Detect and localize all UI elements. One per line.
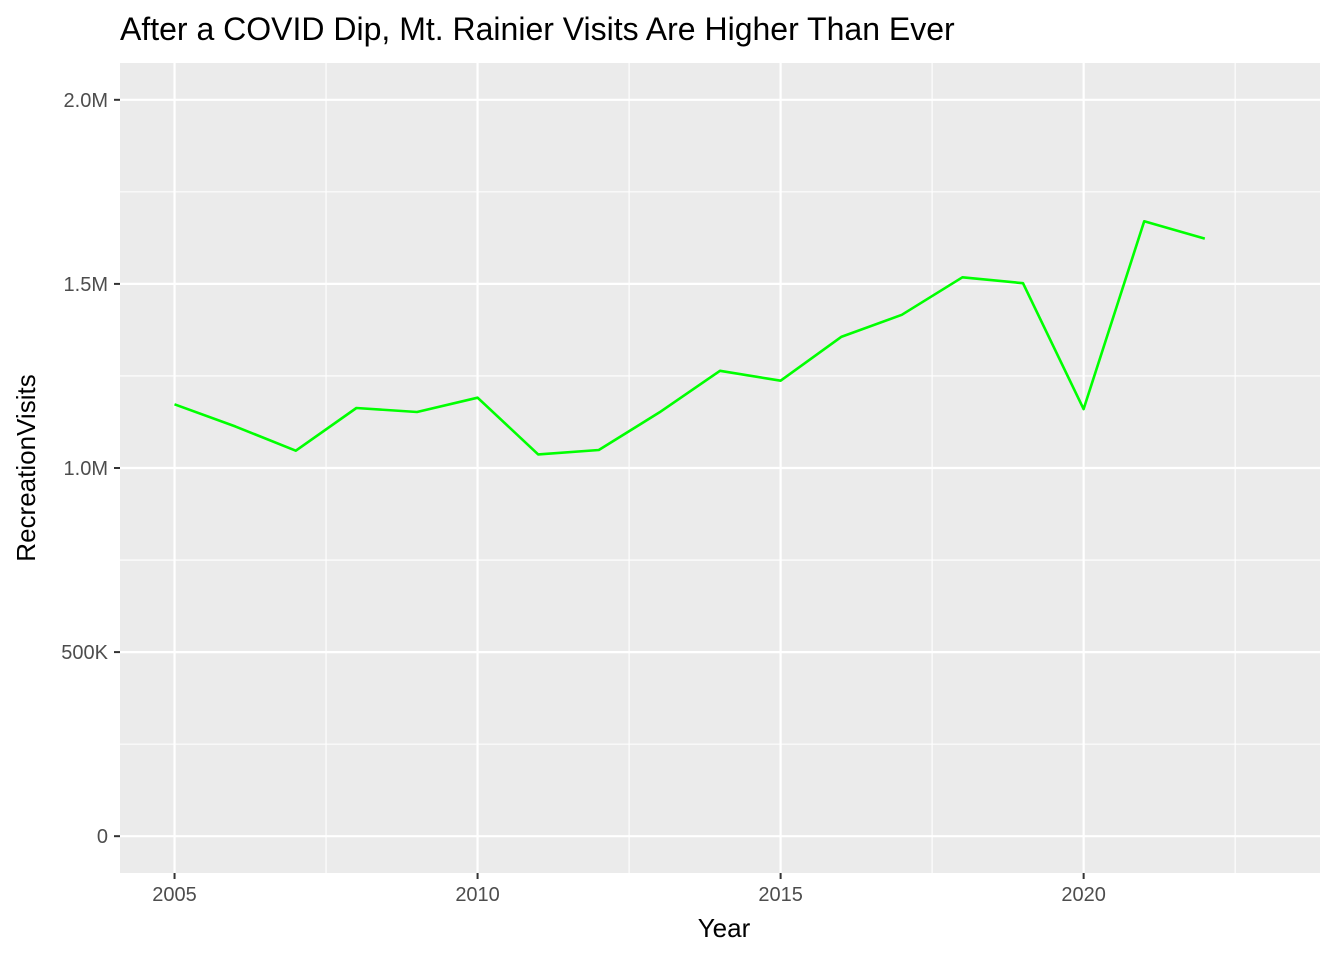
y-tick-label: 500K: [61, 642, 108, 664]
chart-title: After a COVID Dip, Mt. Rainier Visits Ar…: [120, 11, 955, 47]
y-tick-label: 1.0M: [64, 458, 108, 480]
y-axis: 0 500K 1.0M 1.5M 2.0M: [61, 90, 120, 848]
y-axis-title: RecreationVisits: [11, 374, 41, 561]
x-axis-title: Year: [698, 913, 751, 943]
x-tick-label: 2005: [152, 884, 197, 906]
y-tick-label: 1.5M: [64, 274, 108, 296]
x-tick-label: 2010: [455, 884, 500, 906]
y-tick-label: 2.0M: [64, 90, 108, 112]
major-gridlines: [120, 63, 1320, 873]
x-tick-label: 2020: [1061, 884, 1106, 906]
recreation-visits-line: [174, 220, 1206, 456]
x-axis: 2005 2010 2015 2020: [152, 873, 1106, 906]
x-tick-label: 2015: [758, 884, 803, 906]
y-tick-label: 0: [97, 826, 108, 848]
